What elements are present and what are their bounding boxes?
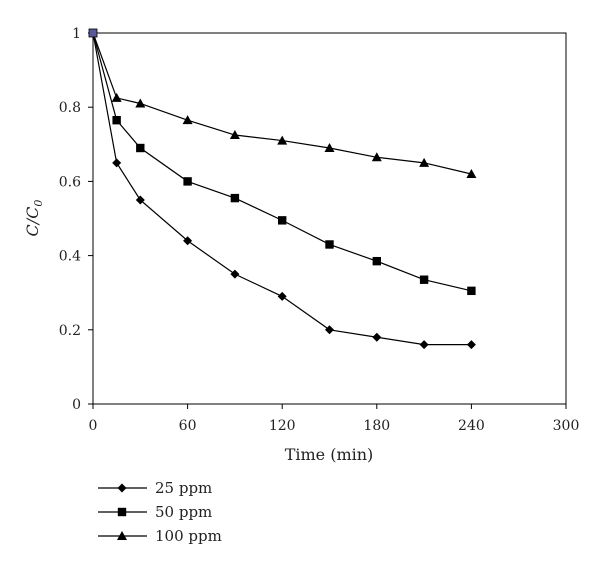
data-point bbox=[230, 269, 240, 279]
data-point bbox=[371, 152, 382, 162]
axes: 0 60 120 180 240 300 0 0.2 0.4 0.6 0.8 1 bbox=[59, 26, 580, 434]
y-tick-label: 0.8 bbox=[59, 100, 81, 116]
data-point bbox=[466, 168, 477, 178]
series-line bbox=[92, 32, 472, 346]
data-point bbox=[372, 332, 382, 342]
legend-item: 25 ppm bbox=[98, 479, 212, 497]
data-point bbox=[372, 256, 381, 266]
legend-item: 50 ppm bbox=[98, 503, 212, 521]
data-point bbox=[229, 130, 240, 140]
data-point bbox=[419, 157, 430, 167]
legend-marker bbox=[117, 507, 127, 517]
x-tick-label: 60 bbox=[179, 418, 197, 434]
legend-item: 100 ppm bbox=[98, 527, 222, 545]
series-line bbox=[92, 32, 472, 292]
y-tick-label: 0 bbox=[72, 397, 81, 413]
data-point bbox=[135, 98, 146, 108]
legend-label: 50 ppm bbox=[155, 503, 212, 521]
data-point bbox=[278, 216, 287, 225]
origin-data-point bbox=[88, 28, 98, 38]
data-point bbox=[324, 143, 335, 153]
data-point bbox=[277, 291, 287, 301]
legend-label: 100 ppm bbox=[155, 527, 222, 545]
data-point bbox=[230, 193, 240, 203]
data-point bbox=[112, 158, 122, 168]
series-layer bbox=[88, 28, 477, 350]
y-axis-label: C/C0 bbox=[23, 200, 45, 237]
data-point bbox=[466, 340, 476, 350]
y-axis-label-main: C/C bbox=[23, 207, 42, 237]
x-tick-label: 180 bbox=[363, 418, 390, 434]
data-point bbox=[325, 325, 334, 335]
legend: 25 ppm 50 ppm 100 ppm bbox=[98, 479, 222, 545]
x-axis-label: Time (min) bbox=[285, 445, 374, 464]
x-tick-label: 0 bbox=[89, 418, 98, 434]
data-point bbox=[112, 115, 121, 125]
y-tick-label: 0.4 bbox=[59, 249, 81, 265]
legend-label: 25 ppm bbox=[155, 479, 212, 497]
data-point bbox=[136, 143, 145, 153]
series-line bbox=[92, 32, 472, 175]
x-tick-label: 120 bbox=[269, 418, 296, 434]
legend-marker bbox=[117, 531, 127, 540]
y-tick-label: 1 bbox=[72, 26, 81, 42]
data-point bbox=[467, 286, 476, 296]
y-axis-label-subscript: 0 bbox=[32, 200, 45, 207]
data-point bbox=[419, 275, 429, 284]
data-point bbox=[135, 195, 145, 205]
data-point bbox=[419, 340, 429, 350]
legend-marker bbox=[117, 483, 127, 493]
data-point bbox=[182, 115, 193, 125]
data-point bbox=[325, 240, 334, 249]
series-diamond bbox=[92, 32, 476, 350]
data-point bbox=[183, 177, 192, 186]
x-tick-label: 240 bbox=[458, 418, 485, 434]
data-point bbox=[111, 92, 122, 102]
plot-area-frame bbox=[92, 32, 567, 405]
y-tick-label: 0.6 bbox=[59, 174, 81, 190]
data-point bbox=[183, 236, 193, 246]
series-square bbox=[92, 32, 476, 296]
x-tick-label: 300 bbox=[553, 418, 580, 434]
series-triangle bbox=[92, 32, 477, 178]
data-point bbox=[277, 135, 288, 145]
y-tick-label: 0.2 bbox=[59, 323, 81, 339]
